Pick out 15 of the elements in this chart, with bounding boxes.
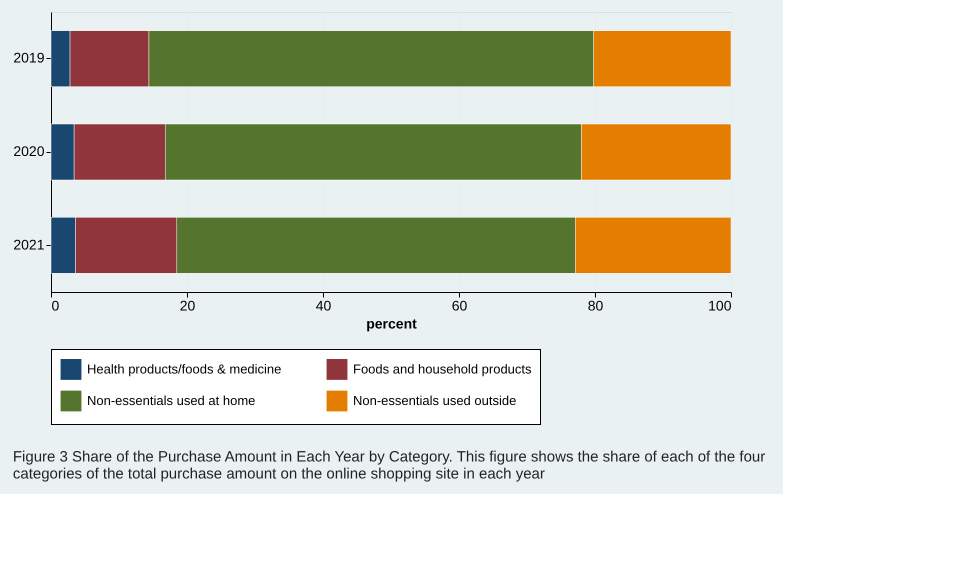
- legend-label: Non-essentials used at home: [87, 393, 256, 408]
- legend-label: Foods and household products: [353, 361, 532, 376]
- legend-label: Non-essentials used outside: [353, 393, 516, 408]
- y-tick-label: 2021: [13, 236, 45, 252]
- caption: Figure 3 Share of the Purchase Amount in Each Year by Category. This figure shows the share of each of the four categories of the total purchase amount on the online shopping site in each year: [12, 448, 766, 482]
- legend-label: Health products/foods & medicine: [87, 361, 282, 376]
- y-tick-label: 2019: [13, 50, 45, 66]
- x-tick-label: 60: [452, 298, 468, 314]
- x-tick-label: 100: [708, 298, 732, 314]
- y-tick-label: 2020: [13, 143, 45, 159]
- x-axis-title: percent: [366, 316, 418, 332]
- x-tick-label: 40: [316, 298, 332, 314]
- x-tick-label: 20: [180, 298, 196, 314]
- x-tick-label: 0: [52, 298, 60, 314]
- x-tick-label: 80: [588, 298, 604, 314]
